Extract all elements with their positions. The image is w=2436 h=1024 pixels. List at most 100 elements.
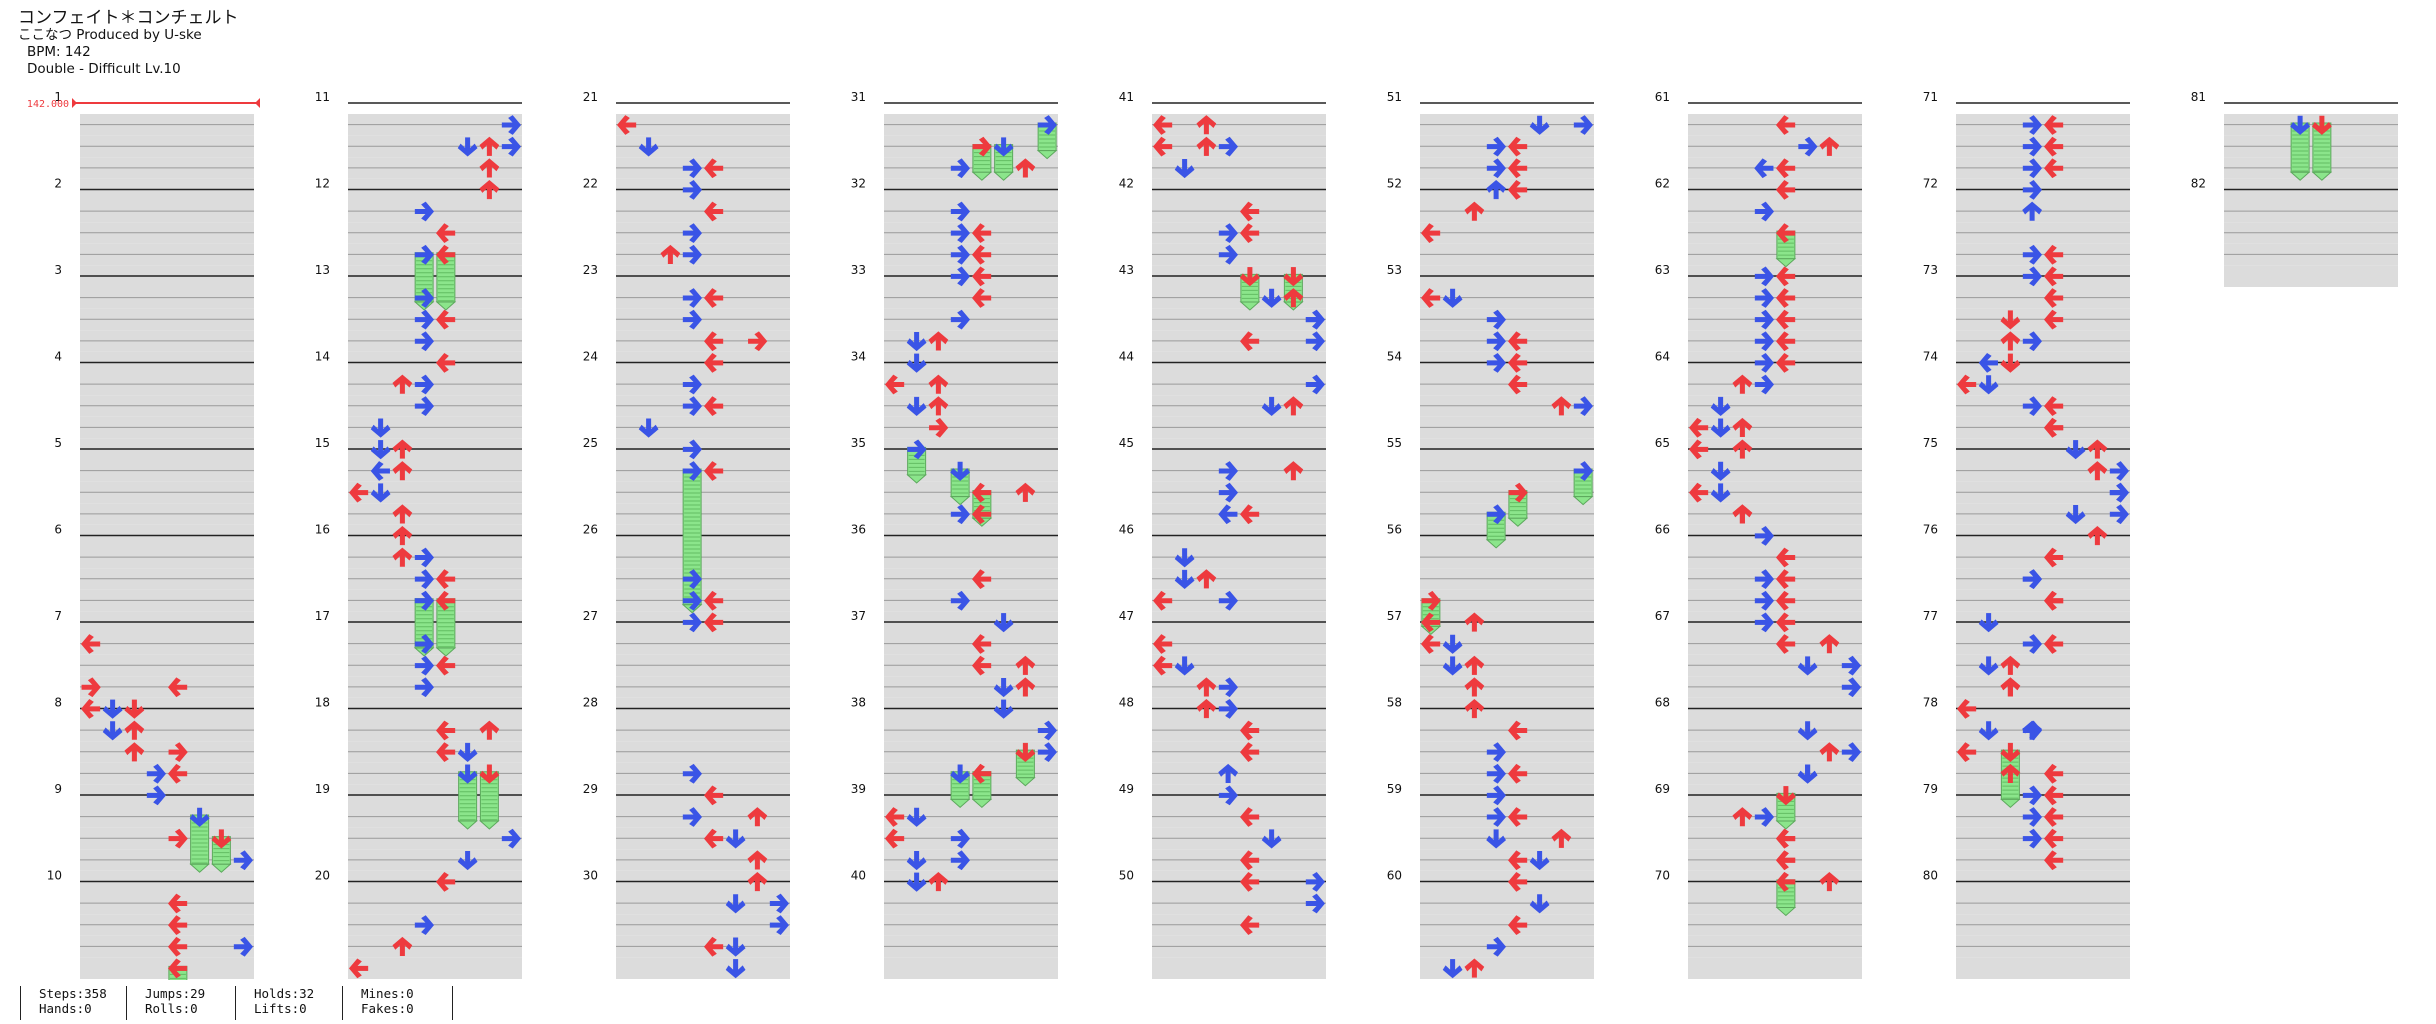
- step-arrow: [1775, 569, 1796, 590]
- step-arrow: [2109, 482, 2130, 503]
- measure-number: 21: [583, 90, 598, 104]
- step-arrow: [435, 223, 456, 244]
- measure-number: 49: [1119, 782, 1134, 796]
- step-arrow: [1486, 179, 1507, 200]
- measure-number: 35: [851, 436, 866, 450]
- step-arrow: [2022, 828, 2043, 849]
- step-arrow: [1775, 871, 1796, 892]
- step-arrow: [146, 763, 167, 784]
- measure-number: 76: [1923, 523, 1938, 537]
- step-arrow: [80, 698, 101, 719]
- step-arrow: [1239, 742, 1260, 763]
- step-arrow: [1978, 352, 1998, 373]
- beat-band: [1420, 957, 1594, 979]
- measure-number: 13: [315, 263, 330, 277]
- measure-number: 50: [1119, 869, 1134, 883]
- step-arrow: [435, 569, 456, 590]
- step-arrow: [1775, 309, 1796, 330]
- step-arrow: [769, 915, 790, 936]
- step-arrow: [1015, 158, 1036, 178]
- hold-note: [1775, 879, 1797, 917]
- step-arrow: [682, 288, 703, 308]
- step-arrow: [1710, 396, 1731, 417]
- step-arrow: [168, 742, 188, 763]
- measure-number: 36: [851, 523, 866, 537]
- step-arrow: [1015, 677, 1036, 697]
- measure-number: 10: [47, 869, 62, 883]
- step-arrow: [414, 309, 435, 330]
- step-arrow: [906, 850, 927, 871]
- step-arrow: [1551, 828, 1572, 848]
- step-arrow: [1775, 850, 1796, 871]
- measure: 26: [583, 523, 790, 633]
- measure-number: 48: [1119, 696, 1134, 710]
- step-arrow: [682, 309, 703, 330]
- step-arrow: [1218, 677, 1239, 698]
- step-arrow: [906, 353, 927, 373]
- step-arrow: [1797, 656, 1818, 676]
- stat-hands: Hands:0: [39, 1001, 92, 1016]
- step-arrow: [971, 288, 992, 308]
- step-arrow: [167, 915, 188, 936]
- step-arrow: [2043, 417, 2064, 438]
- step-arrow: [906, 872, 927, 892]
- step-arrow: [748, 331, 768, 352]
- step-arrow: [1239, 201, 1260, 222]
- hold-note: [681, 468, 703, 614]
- step-arrow: [1486, 807, 1507, 827]
- measure-number: 7: [54, 609, 62, 623]
- step-arrow: [1283, 396, 1304, 416]
- step-arrow: [1037, 720, 1058, 741]
- measure-number: 30: [583, 869, 598, 883]
- step-arrow: [884, 828, 905, 849]
- step-arrow: [1754, 266, 1775, 287]
- step-arrow: [392, 461, 413, 481]
- measure-number: 37: [851, 609, 866, 623]
- measure-number: 28: [583, 696, 598, 710]
- step-arrow: [2022, 136, 2043, 157]
- beat-band: [348, 957, 522, 979]
- step-arrow: [1464, 655, 1485, 675]
- step-arrow: [392, 374, 413, 394]
- step-arrow: [2043, 547, 2064, 568]
- step-arrow: [950, 223, 971, 244]
- step-arrow: [638, 418, 659, 438]
- step-arrow: [950, 309, 971, 330]
- step-arrow: [1775, 266, 1796, 287]
- stat-fakes: Fakes:0: [361, 1001, 414, 1016]
- step-arrow: [950, 244, 971, 265]
- step-arrow: [1819, 136, 1840, 156]
- step-arrow: [1573, 461, 1594, 481]
- measure-number: 54: [1387, 350, 1402, 364]
- step-arrow: [2000, 331, 2021, 351]
- step-arrow: [971, 223, 992, 244]
- step-arrow: [167, 893, 188, 914]
- measure-number: 57: [1387, 609, 1402, 623]
- measure: 77: [1923, 609, 2130, 720]
- step-arrow: [703, 201, 724, 222]
- step-arrow: [479, 179, 500, 200]
- measure-number: 67: [1655, 609, 1670, 623]
- step-arrow: [414, 201, 435, 222]
- step-arrow: [81, 677, 101, 698]
- step-arrow: [993, 699, 1014, 719]
- step-arrow: [1152, 590, 1173, 611]
- step-arrow: [1507, 763, 1528, 784]
- step-arrow: [682, 807, 703, 827]
- step-arrow: [1305, 309, 1326, 330]
- measure-number: 78: [1923, 696, 1938, 710]
- step-arrow: [167, 936, 188, 957]
- step-arrow: [1196, 115, 1217, 135]
- step-arrow: [392, 525, 413, 546]
- step-arrow: [1507, 850, 1528, 871]
- step-arrow: [414, 590, 435, 611]
- step-arrow: [435, 871, 456, 892]
- step-arrow: [1507, 352, 1528, 373]
- measure: 70: [1655, 869, 1862, 979]
- step-arrow: [457, 742, 478, 763]
- measure: 49: [1119, 782, 1326, 893]
- step-arrow: [2000, 742, 2021, 763]
- step-arrow: [971, 482, 992, 503]
- step-arrow: [950, 158, 971, 179]
- step-arrow: [928, 331, 949, 351]
